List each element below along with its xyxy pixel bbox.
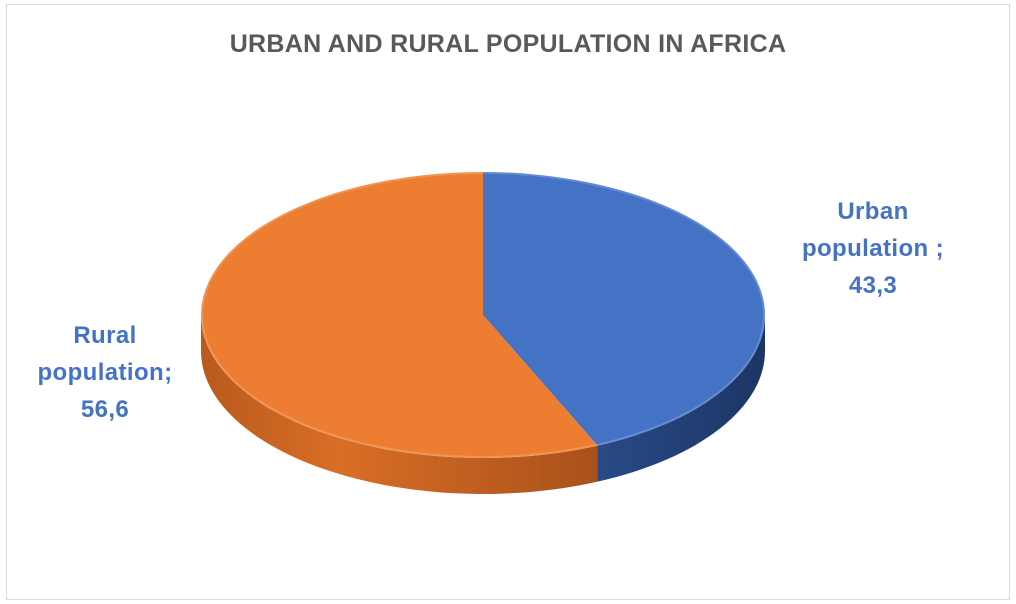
data-label-rural-line2: population; [37,359,173,386]
data-label-urban-line1: Urban [837,198,909,225]
pie-slice-urban-population [483,172,765,446]
pie-slice-rural-population [200,172,598,458]
pie-side-urban-population [597,315,765,482]
pie-rim-highlight [201,172,765,458]
data-label-rural: Rural population; 56,6 [0,317,210,428]
chart-title: URBAN AND RURAL POPULATION IN AFRICA [229,30,787,58]
data-label-urban-line2: population ; [801,235,945,262]
data-label-urban-value: 43,3 [848,272,898,299]
data-label-rural-line1: Rural [73,322,137,349]
data-label-urban: Urban population ; 43,3 [778,193,968,304]
pie-side-rural-population [201,315,598,494]
data-label-rural-value: 56,6 [80,396,130,423]
